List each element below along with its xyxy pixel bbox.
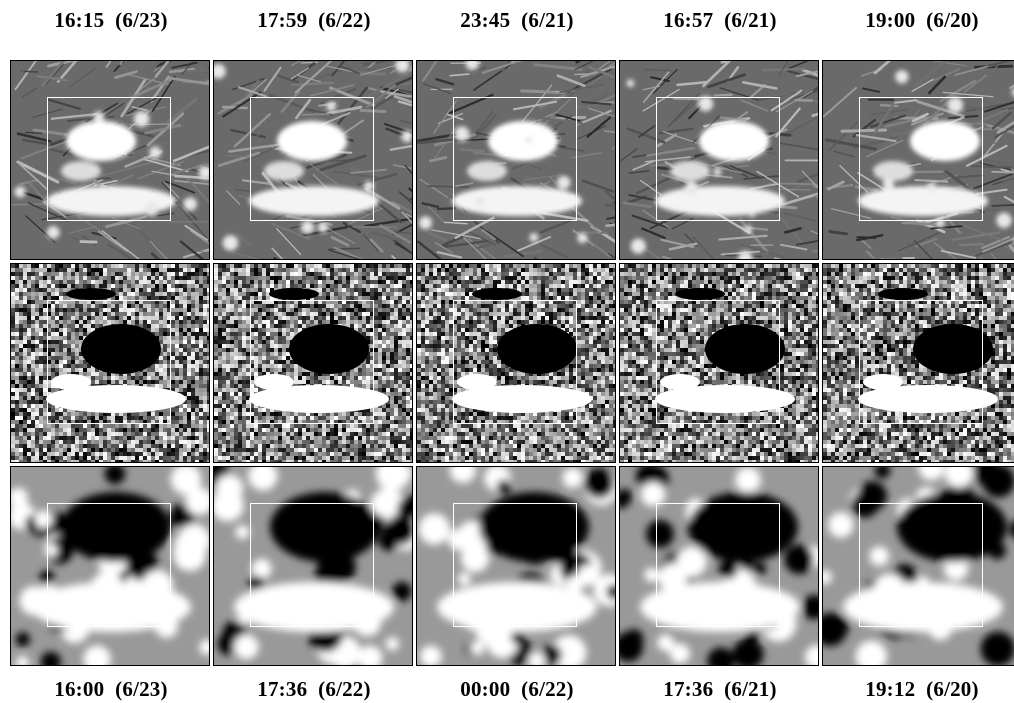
magnetogram-smooth-4 — [619, 466, 819, 666]
bottom-time-label-4: 17:36 (6/21) — [663, 677, 777, 701]
magnetogram-noisy-4 — [619, 263, 819, 463]
magnetogram-noisy-5 — [822, 263, 1014, 463]
bottom-time-label-2: 17:36 (6/22) — [257, 677, 371, 701]
magnetogram-smooth-2 — [213, 466, 413, 666]
top-time-label-5: 19:00 (6/20) — [865, 8, 979, 32]
magnetogram-smooth-3 — [416, 466, 616, 666]
magnetogram-noisy-3 — [416, 263, 616, 463]
fibril-image-1 — [10, 60, 210, 260]
magnetogram-smooth-1 — [10, 466, 210, 666]
fibril-image-4 — [619, 60, 819, 260]
magnetogram-noisy-2 — [213, 263, 413, 463]
bottom-time-label-5: 19:12 (6/20) — [865, 677, 979, 701]
top-time-label-1: 16:15 (6/23) — [54, 8, 168, 32]
magnetogram-smooth-5 — [822, 466, 1014, 666]
bottom-time-label-1: 16:00 (6/23) — [54, 677, 168, 701]
top-time-label-3: 23:45 (6/21) — [460, 8, 574, 32]
top-time-label-4: 16:57 (6/21) — [663, 8, 777, 32]
magnetogram-noisy-1 — [10, 263, 210, 463]
fibril-image-3 — [416, 60, 616, 260]
fibril-image-5 — [822, 60, 1014, 260]
fibril-image-2 — [213, 60, 413, 260]
top-time-label-2: 17:59 (6/22) — [257, 8, 371, 32]
bottom-time-label-3: 00:00 (6/22) — [460, 677, 574, 701]
